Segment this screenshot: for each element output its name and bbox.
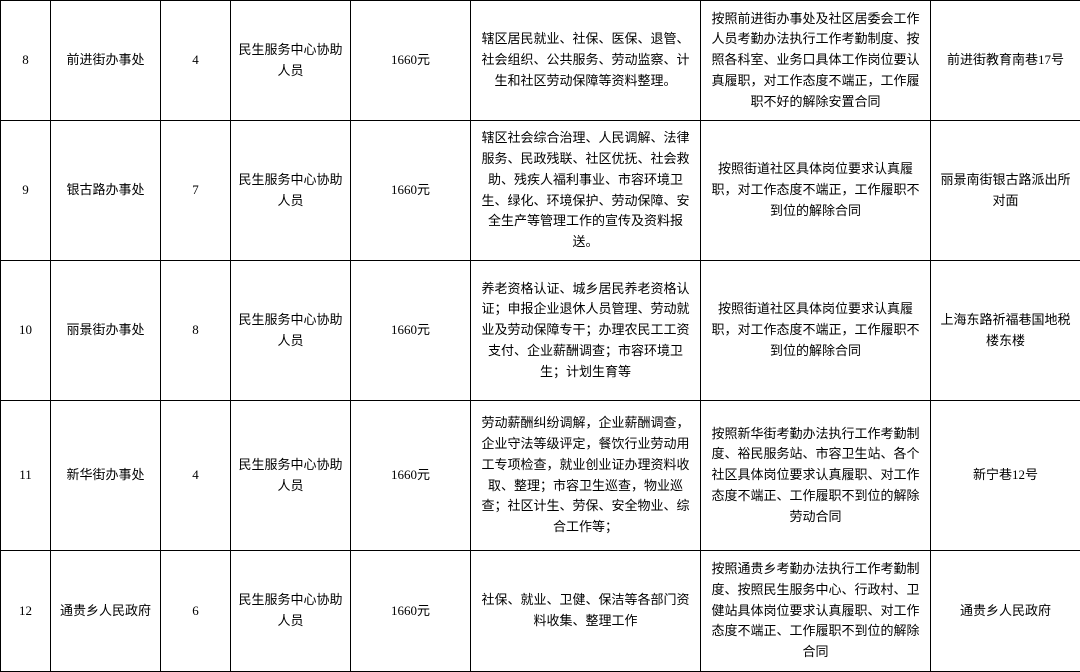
cell-duty: 社保、就业、卫健、保洁等各部门资料收集、整理工作 [471, 551, 701, 672]
cell-unit: 丽景街办事处 [51, 261, 161, 401]
cell-addr: 前进街教育南巷17号 [931, 1, 1080, 121]
table-row: 8 前进街办事处 4 民生服务中心协助人员 1660元 辖区居民就业、社保、医保… [1, 1, 1080, 121]
cell-salary: 1660元 [351, 551, 471, 672]
cell-require: 按照前进街办事处及社区居委会工作人员考勤办法执行工作考勤制度、按照各科室、业务口… [701, 1, 931, 121]
cell-addr: 上海东路祈福巷国地税楼东楼 [931, 261, 1080, 401]
cell-post: 民生服务中心协助人员 [231, 121, 351, 261]
cell-addr: 通贵乡人民政府 [931, 551, 1080, 672]
table-row: 12 通贵乡人民政府 6 民生服务中心协助人员 1660元 社保、就业、卫健、保… [1, 551, 1080, 672]
cell-index: 11 [1, 401, 51, 551]
cell-unit: 通贵乡人民政府 [51, 551, 161, 672]
cell-count: 8 [161, 261, 231, 401]
cell-index: 12 [1, 551, 51, 672]
cell-count: 7 [161, 121, 231, 261]
table-row: 11 新华街办事处 4 民生服务中心协助人员 1660元 劳动薪酬纠纷调解，企业… [1, 401, 1080, 551]
cell-addr: 丽景南街银古路派出所对面 [931, 121, 1080, 261]
cell-post: 民生服务中心协助人员 [231, 401, 351, 551]
cell-require: 按照街道社区具体岗位要求认真履职，对工作态度不端正，工作履职不到位的解除合同 [701, 121, 931, 261]
cell-post: 民生服务中心协助人员 [231, 261, 351, 401]
cell-count: 4 [161, 1, 231, 121]
cell-require: 按照新华街考勤办法执行工作考勤制度、裕民服务站、市容卫生站、各个社区具体岗位要求… [701, 401, 931, 551]
cell-unit: 银古路办事处 [51, 121, 161, 261]
cell-index: 10 [1, 261, 51, 401]
cell-duty: 劳动薪酬纠纷调解，企业薪酬调查，企业守法等级评定，餐饮行业劳动用工专项检查，就业… [471, 401, 701, 551]
table-body: 8 前进街办事处 4 民生服务中心协助人员 1660元 辖区居民就业、社保、医保… [1, 1, 1080, 672]
cell-salary: 1660元 [351, 1, 471, 121]
data-table: 8 前进街办事处 4 民生服务中心协助人员 1660元 辖区居民就业、社保、医保… [0, 0, 1080, 672]
cell-salary: 1660元 [351, 401, 471, 551]
cell-count: 6 [161, 551, 231, 672]
cell-count: 4 [161, 401, 231, 551]
cell-require: 按照街道社区具体岗位要求认真履职，对工作态度不端正，工作履职不到位的解除合同 [701, 261, 931, 401]
cell-salary: 1660元 [351, 261, 471, 401]
cell-duty: 辖区社会综合治理、人民调解、法律服务、民政残联、社区优抚、社会救助、残疾人福利事… [471, 121, 701, 261]
cell-unit: 前进街办事处 [51, 1, 161, 121]
cell-index: 9 [1, 121, 51, 261]
table-row: 10 丽景街办事处 8 民生服务中心协助人员 1660元 养老资格认证、城乡居民… [1, 261, 1080, 401]
table-row: 9 银古路办事处 7 民生服务中心协助人员 1660元 辖区社会综合治理、人民调… [1, 121, 1080, 261]
cell-unit: 新华街办事处 [51, 401, 161, 551]
cell-post: 民生服务中心协助人员 [231, 1, 351, 121]
cell-salary: 1660元 [351, 121, 471, 261]
cell-addr: 新宁巷12号 [931, 401, 1080, 551]
cell-duty: 辖区居民就业、社保、医保、退管、社会组织、公共服务、劳动监察、计生和社区劳动保障… [471, 1, 701, 121]
cell-post: 民生服务中心协助人员 [231, 551, 351, 672]
page-container: 8 前进街办事处 4 民生服务中心协助人员 1660元 辖区居民就业、社保、医保… [0, 0, 1080, 671]
cell-index: 8 [1, 1, 51, 121]
cell-duty: 养老资格认证、城乡居民养老资格认证；申报企业退休人员管理、劳动就业及劳动保障专干… [471, 261, 701, 401]
cell-require: 按照通贵乡考勤办法执行工作考勤制度、按照民生服务中心、行政村、卫健站具体岗位要求… [701, 551, 931, 672]
